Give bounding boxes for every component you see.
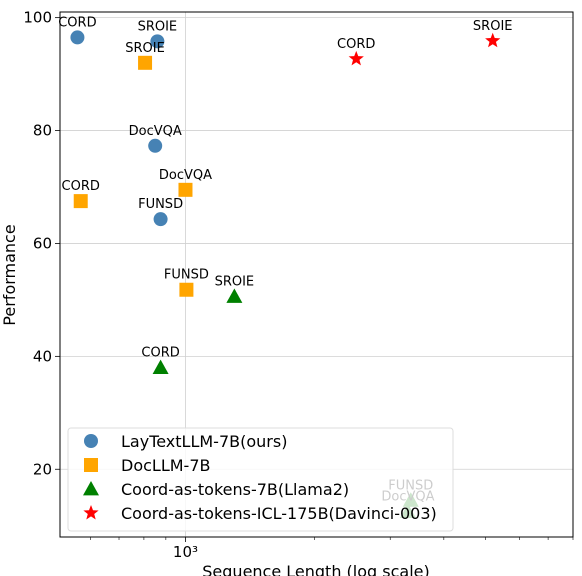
plot-frame (59, 11, 574, 538)
data-point (150, 34, 165, 49)
data-point (152, 359, 169, 375)
data-point (348, 50, 364, 66)
y-tick-label: 60 (33, 234, 52, 252)
x-tick-label: 10³ (173, 543, 198, 561)
legend-label: Coord-as-tokens-ICL-175B(Davinci-003) (121, 504, 437, 523)
legend-marker (84, 458, 98, 472)
plot-area-border (59, 11, 574, 538)
axis-ticks: 20 40 60 80 100 10³ (23, 9, 574, 561)
data-point (485, 32, 501, 48)
data-point-label: SROIE (138, 19, 178, 34)
legend-marker (83, 505, 99, 520)
data-point-label: CORD (62, 179, 100, 194)
data-point (226, 288, 243, 303)
legend-label: DocLLM-7B (121, 456, 210, 475)
legend-marker (83, 481, 99, 496)
data-point-label: CORD (337, 37, 375, 52)
data-point-label: CORD (141, 346, 179, 361)
data-point (178, 182, 193, 197)
legend-box (67, 427, 454, 532)
y-tick-label: 100 (23, 9, 52, 27)
legend-label: Coord-as-tokens-7B(Llama2) (121, 480, 349, 499)
y-tick-label: 20 (33, 460, 52, 478)
data-point-label: SROIE (473, 19, 513, 34)
legend-marker (84, 434, 98, 448)
data-point (153, 212, 168, 227)
data-point-label: SROIE (215, 275, 255, 290)
y-tick-label: 40 (33, 347, 52, 365)
x-axis-title: Sequence Length (log scale) (202, 562, 429, 576)
legend: LayTextLLM-7B(ours) DocLLM-7B Coord-as-tok… (67, 427, 454, 532)
data-point (70, 30, 85, 45)
data-point-label: DocVQA (159, 168, 212, 183)
data-point-label: FUNSD (138, 197, 183, 212)
data-point (73, 194, 88, 209)
data-point-label: DocVQA (129, 124, 182, 139)
data-point (148, 138, 163, 153)
y-axis-title: Performance (0, 224, 19, 325)
grid (60, 12, 573, 537)
data-point-label: SROIE (125, 41, 165, 56)
y-tick-label: 80 (33, 122, 52, 140)
data-point-label: CORD (58, 15, 96, 30)
data-point-label: FUNSD (164, 268, 209, 283)
data-point (179, 282, 194, 297)
legend-label: LayTextLLM-7B(ours) (121, 432, 287, 451)
data-point (138, 55, 153, 70)
